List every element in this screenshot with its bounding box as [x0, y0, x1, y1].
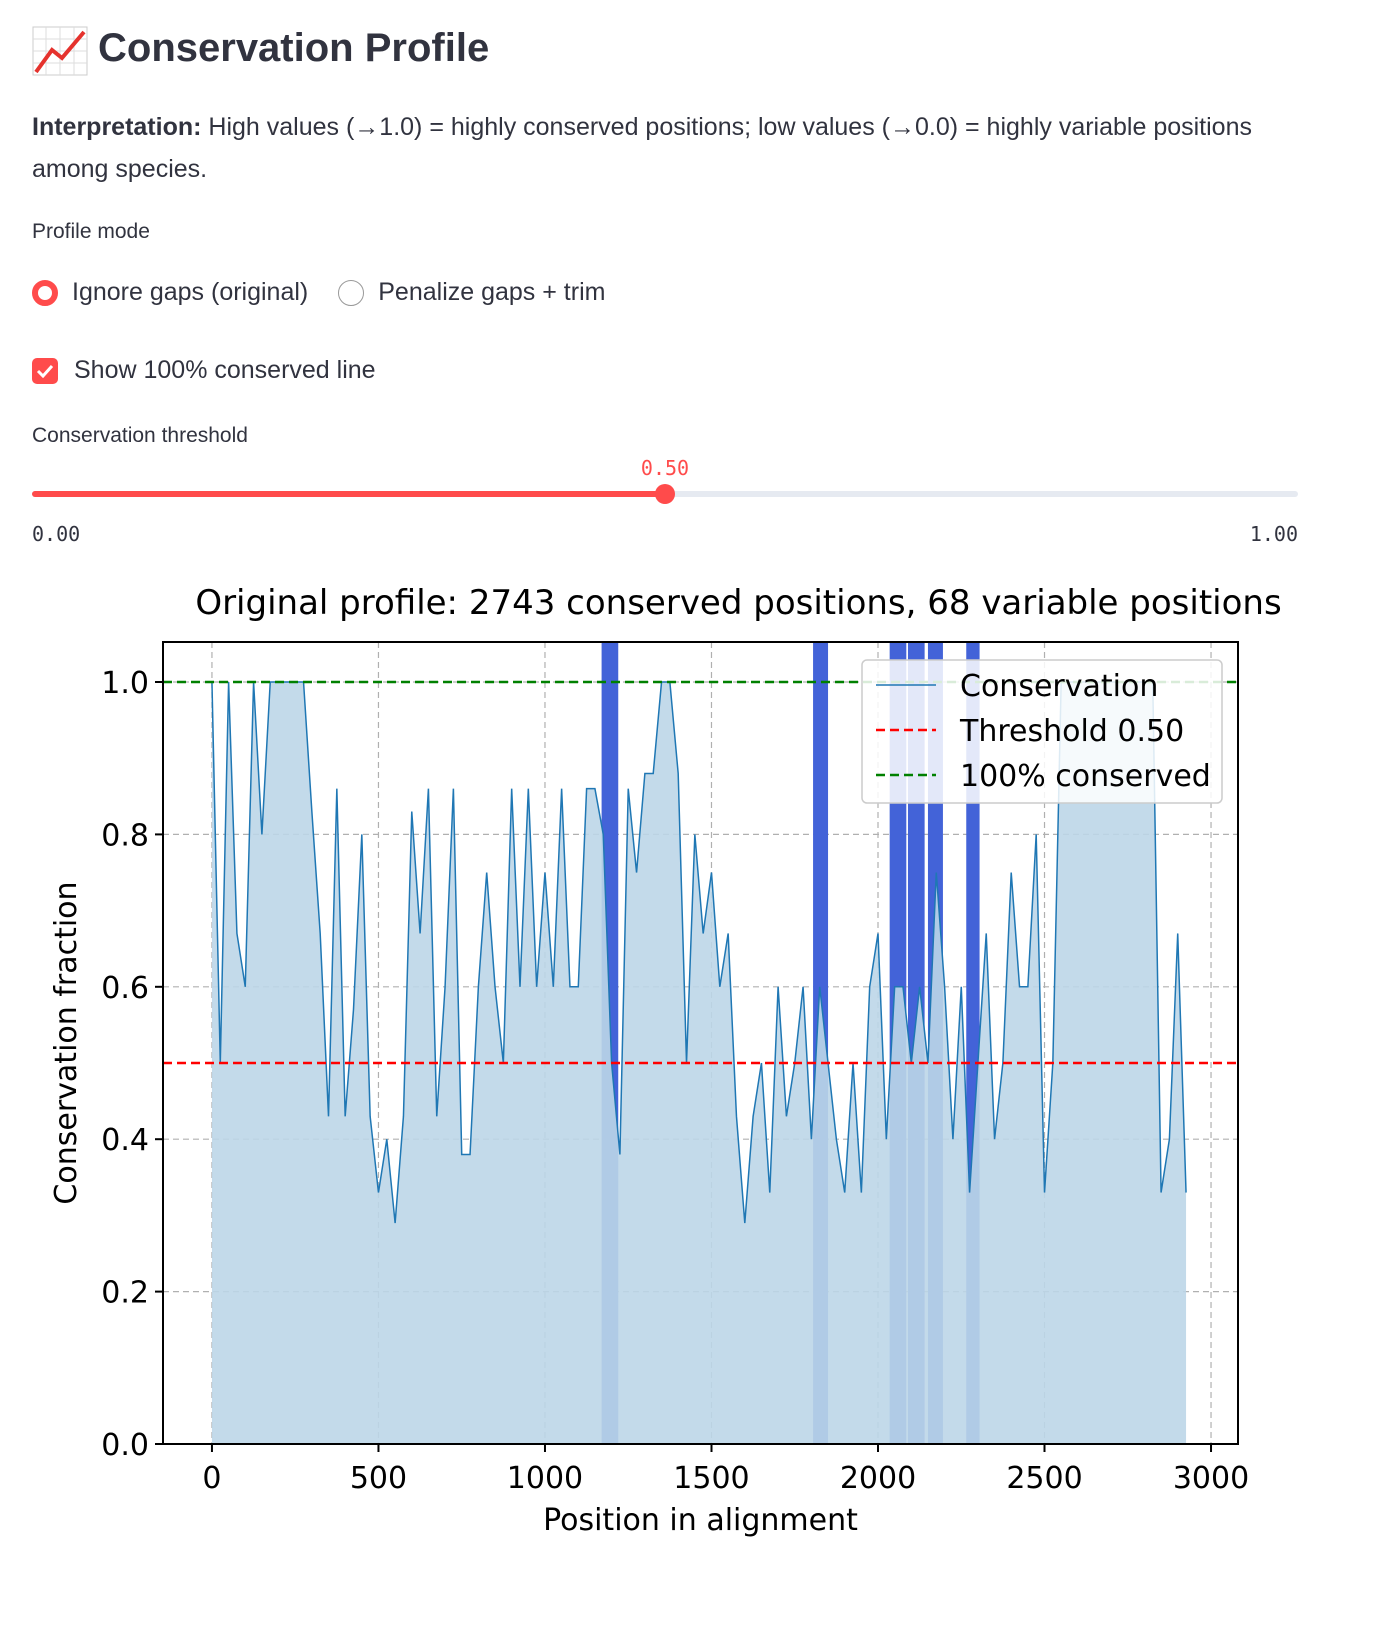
radio-option[interactable]: Penalize gaps + trim: [338, 278, 605, 307]
legend-label: Threshold 0.50: [959, 714, 1184, 749]
interpretation-text: High values (→1.0) = highly conserved po…: [32, 113, 1252, 183]
slider-label: Conservation threshold: [32, 424, 248, 447]
interpretation: Interpretation: High values (→1.0) = hig…: [32, 106, 1322, 190]
radio-label: Ignore gaps (original): [72, 278, 309, 306]
x-tick-label: 500: [350, 1461, 407, 1496]
radio-group: Ignore gaps (original) Penalize gaps + tr…: [32, 278, 605, 307]
slider[interactable]: 0.50 0.00 1.00: [32, 450, 1298, 550]
x-axis-label: Position in alignment: [543, 1503, 858, 1538]
legend-box: [861, 659, 1223, 804]
checkbox-box[interactable]: [32, 357, 58, 384]
radio-dot: [338, 279, 365, 306]
checkbox[interactable]: Show 100% conserved line: [32, 356, 376, 385]
y-axis-label: Conservation fraction: [49, 881, 84, 1204]
slider-fill: [32, 491, 665, 497]
x-tick-label: 1000: [507, 1461, 583, 1496]
radio-label: Profile mode: [32, 220, 150, 243]
radio-dot: [32, 279, 58, 306]
checkbox-label: Show 100% conserved line: [74, 356, 376, 384]
radio-label: Penalize gaps + trim: [378, 278, 606, 306]
y-tick-label: 0.2: [101, 1276, 149, 1311]
page-title: Conservation Profile: [98, 26, 490, 70]
axes-frame: [162, 641, 1239, 1445]
y-tick-label: 0.6: [101, 971, 149, 1006]
y-tick-label: 0.4: [101, 1123, 149, 1158]
interpretation-lead: Interpretation:: [32, 113, 202, 141]
y-tick-label: 0.8: [101, 818, 149, 853]
title-icon: [32, 26, 88, 76]
x-tick-label: 0: [202, 1461, 221, 1496]
slider-min: 0.00: [32, 522, 81, 546]
slider-max: 1.00: [1249, 522, 1298, 546]
x-tick-label: 2500: [1006, 1461, 1082, 1496]
chart-title: Original profile: 2743 conserved positio…: [195, 583, 1281, 623]
chart: Original profile: 2743 conserved positio…: [49, 583, 1282, 1538]
radio-option[interactable]: Ignore gaps (original): [32, 278, 308, 307]
y-tick-label: 1.0: [101, 666, 149, 701]
x-tick-label: 3000: [1173, 1461, 1249, 1496]
legend-label: 100% conserved: [960, 759, 1211, 794]
line: [211, 681, 1187, 1224]
slider-value: 0.50: [640, 456, 690, 480]
x-tick-label: 1500: [673, 1461, 749, 1496]
legend-label: Conservation: [960, 669, 1158, 704]
x-tick-label: 2000: [840, 1461, 916, 1496]
y-tick-label: 0.0: [101, 1428, 149, 1463]
slider-thumb[interactable]: [655, 484, 675, 504]
